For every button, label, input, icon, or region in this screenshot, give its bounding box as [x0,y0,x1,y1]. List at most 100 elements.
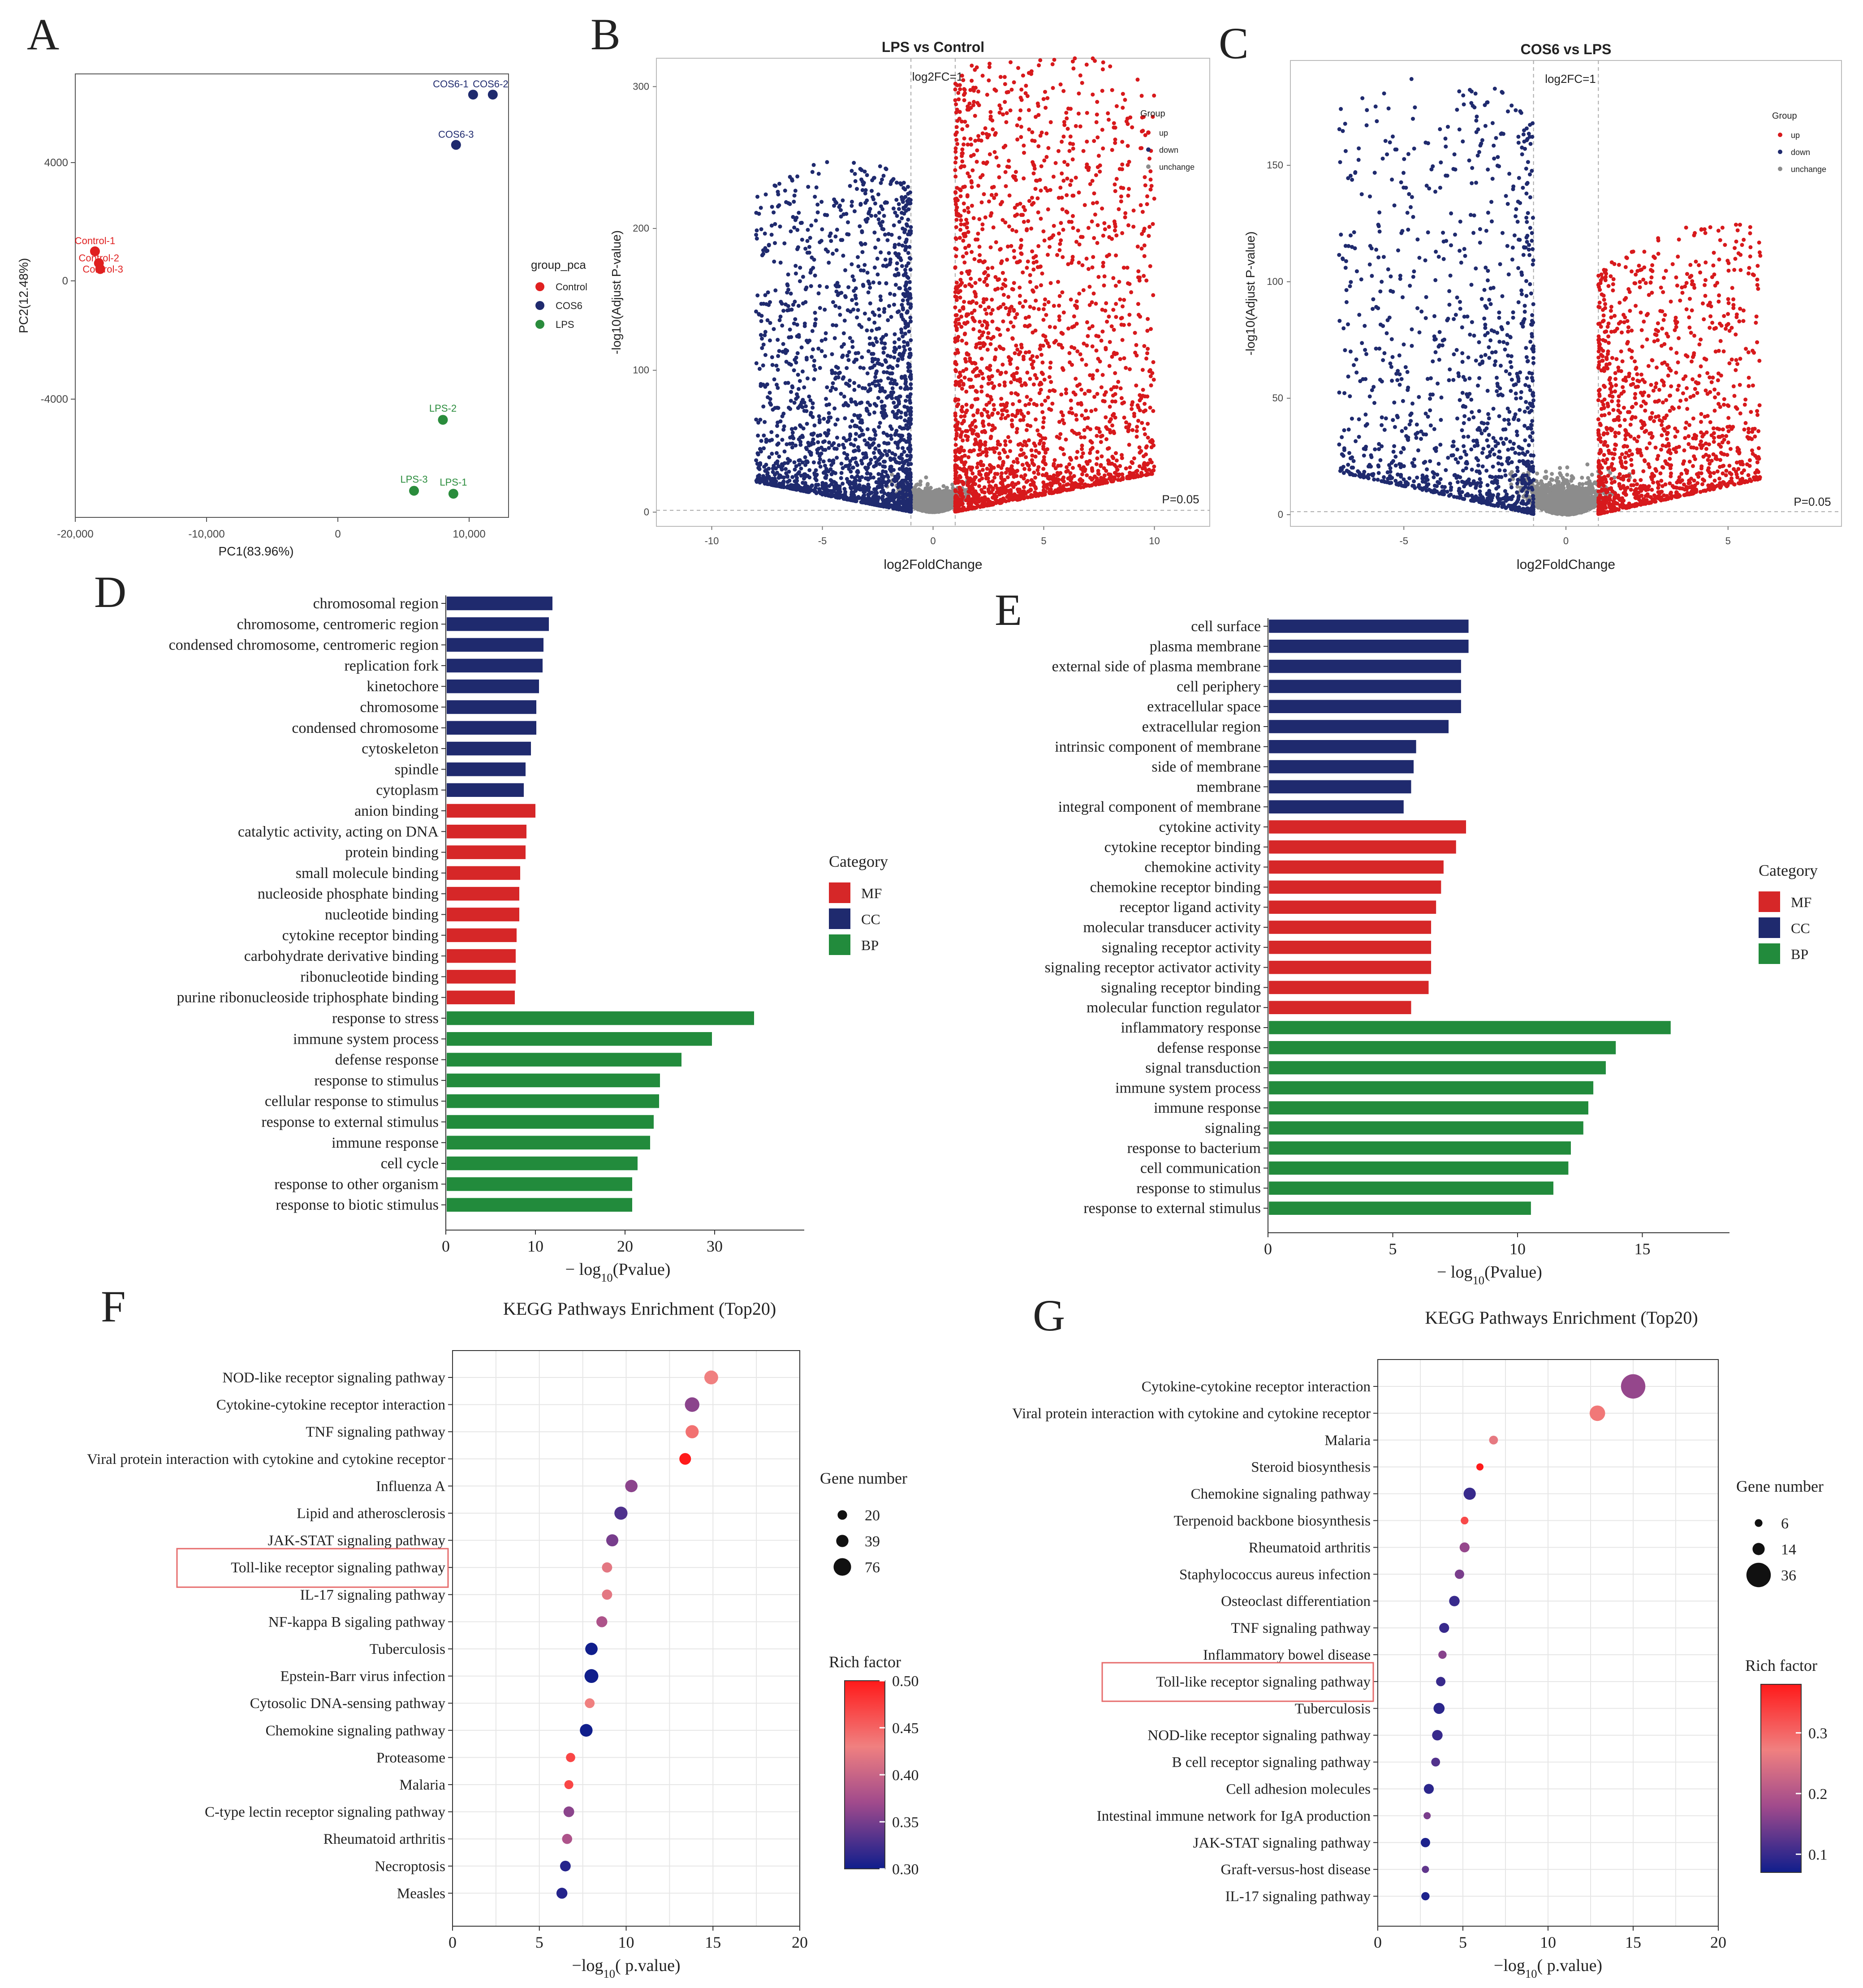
volcano-point [984,161,988,166]
volcano-point [1145,351,1149,356]
volcano-point [1144,356,1148,361]
volcano-point [1032,470,1036,475]
volcano-point [1051,233,1056,237]
pca-point-label: LPS-2 [429,403,457,414]
volcano-point [1113,284,1118,288]
volcano-point [1048,389,1052,393]
volcano-point [862,263,867,267]
volcano-point [1144,445,1148,450]
volcano-point [953,190,958,195]
volcano-point [1026,463,1030,468]
volcano-point [1013,170,1018,174]
volcano-point [1095,450,1100,454]
volcano-point [954,254,958,258]
volcano-point [1144,468,1148,473]
y-tick-label: 200 [633,223,649,234]
volcano-point [959,218,963,222]
volcano-point [1061,368,1065,372]
volcano-point [1134,383,1138,388]
volcano-point [1011,402,1015,406]
volcano-point [1152,93,1156,98]
volcano-point [1009,60,1013,65]
volcano-point [1043,492,1047,497]
volcano-point [1086,226,1091,230]
volcano-point [981,376,985,381]
volcano-point [1127,470,1132,475]
volcano-point [980,222,985,227]
volcano-point [1040,473,1045,477]
volcano-point [996,411,1000,415]
volcano-point [1023,208,1027,212]
volcano-point [829,239,833,243]
volcano-point [959,222,963,227]
volcano-point [957,309,962,313]
volcano-point [1034,259,1039,264]
volcano-point [1022,176,1026,181]
volcano-point [1071,226,1075,230]
volcano-point [975,237,980,242]
volcano-point [1126,194,1130,198]
volcano-point [985,466,989,471]
volcano-point [1099,476,1104,480]
volcano-point [974,301,979,306]
volcano-point [1022,452,1026,456]
volcano-point [970,422,974,427]
volcano-point [970,64,974,68]
volcano-point [988,110,993,114]
volcano-point [971,413,976,417]
volcano-point [1024,83,1028,88]
volcano-point [1127,187,1131,191]
volcano-point [953,82,957,86]
volcano-point [1102,221,1107,225]
volcano-point [800,369,805,374]
y-tick-label: 300 [633,81,649,92]
volcano-point [1009,490,1013,494]
volcano-point [969,276,973,281]
volcano-point [1121,266,1126,270]
volcano-point [1088,451,1092,455]
volcano-point [959,271,964,275]
volcano-point [895,364,900,368]
volcano-point [1100,67,1105,72]
volcano-point [999,396,1004,401]
volcano-point [1079,435,1083,439]
volcano-point [998,372,1003,376]
volcano-point [890,386,895,391]
volcano-point [1065,163,1070,167]
volcano-point [953,160,957,165]
volcano-point [1051,86,1055,90]
volcano-point [1033,328,1038,333]
volcano-point [1065,469,1070,473]
volcano-point [1096,469,1100,473]
volcano-point [962,419,966,424]
volcano-point [1057,149,1061,153]
volcano-point [1019,135,1023,139]
pca-point [448,489,458,499]
volcano-point [819,339,824,343]
volcano-point [1068,456,1072,460]
volcano-point [1086,334,1090,338]
volcano-point [1059,221,1063,225]
volcano-point [1138,146,1143,151]
volcano-point [1082,435,1087,439]
volcano-point [1068,134,1073,139]
volcano-point [1079,402,1083,407]
volcano-point [1046,253,1050,257]
volcano-point [940,507,945,512]
volcano-point [1128,367,1132,371]
volcano-point [1143,394,1147,399]
volcano-point [789,427,794,431]
volcano-point [1093,212,1097,217]
volcano-point [877,307,881,311]
volcano-point [1114,233,1119,238]
volcano-point [1058,471,1063,475]
volcano-point [1046,300,1051,304]
volcano-point [1010,468,1015,472]
volcano-point [934,505,939,509]
volcano-point [1143,432,1147,436]
volcano-point [1141,387,1145,392]
volcano-point [953,443,958,447]
volcano-point [1145,194,1149,198]
volcano-point [1121,304,1125,309]
volcano-point [801,275,805,279]
